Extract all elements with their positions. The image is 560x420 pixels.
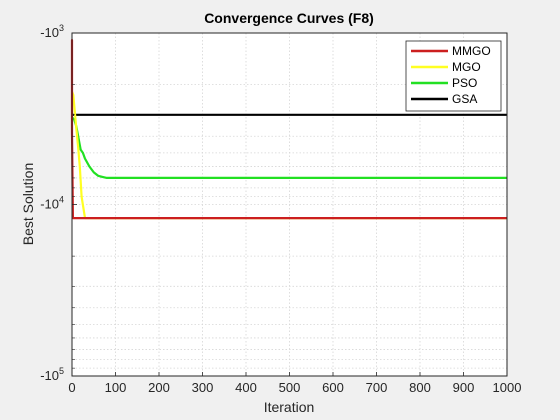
y-axis-label: Best Solution (20, 163, 36, 246)
x-tick-label: 200 (148, 380, 170, 395)
y-tick-exponent: 4 (59, 195, 64, 205)
y-tick-base: -10 (40, 197, 59, 212)
legend-label-mgo: MGO (452, 60, 481, 74)
x-tick-label: 800 (409, 380, 431, 395)
y-axis-ticks: -103-104-105 (40, 23, 77, 383)
series-line-mgo (70, 91, 507, 220)
x-tick-label: 500 (279, 380, 301, 395)
y-tick-label: -105 (40, 366, 64, 383)
y-tick-exponent: 5 (59, 366, 64, 376)
legend-label-mmgo: MMGO (452, 44, 491, 58)
y-tick-label: -104 (40, 195, 64, 212)
x-tick-label: 400 (235, 380, 257, 395)
y-tick-base: -10 (40, 368, 59, 383)
legend-label-gsa: GSA (452, 92, 477, 106)
x-tick-label: 1000 (493, 380, 522, 395)
legend-label-pso: PSO (452, 76, 477, 90)
y-tick-exponent: 3 (59, 23, 64, 33)
x-tick-label: 900 (453, 380, 475, 395)
x-tick-label: 300 (192, 380, 214, 395)
y-tick-base: -10 (40, 25, 59, 40)
chart-title: Convergence Curves (F8) (204, 10, 374, 26)
x-axis-label: Iteration (264, 399, 315, 415)
grid-lines (72, 33, 507, 376)
x-tick-label: 0 (68, 380, 75, 395)
x-tick-label: 700 (366, 380, 388, 395)
y-tick-label: -103 (40, 23, 64, 40)
x-tick-label: 100 (105, 380, 127, 395)
legend: MMGO MGO PSO GSA (405, 40, 502, 112)
x-axis-ticks: 0 100 200 300 400 500 600 700 800 900 1000 (68, 372, 521, 395)
x-tick-label: 600 (322, 380, 344, 395)
